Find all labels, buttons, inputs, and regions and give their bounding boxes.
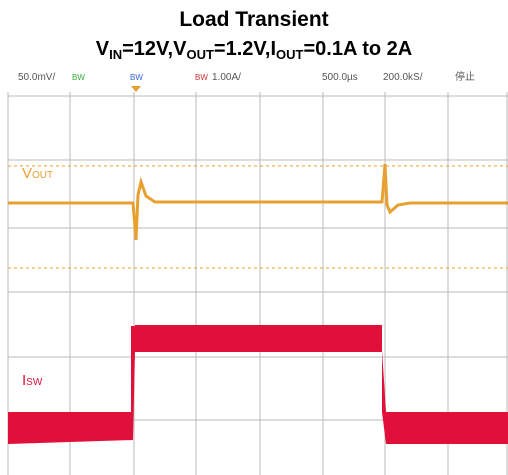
subtitle-part: IN [109, 47, 122, 62]
subtitle-part: =1.2V,I [214, 38, 276, 60]
readout: BW [72, 73, 85, 82]
trace-label-part: SW [26, 377, 43, 388]
title: Load Transient [179, 8, 328, 31]
readout: 1.00A/ [212, 72, 241, 83]
trace-label: VOUT [22, 165, 53, 182]
isw-trace [8, 325, 508, 444]
readout: 500.0µs [322, 72, 358, 83]
readouts: 50.0mV/ BW BW BW 1.00A/ 500.0µs 200.0kS/… [18, 70, 475, 83]
trace-label: ISW [22, 372, 43, 389]
trace-label-part: I [22, 372, 26, 389]
trace-label-part: OUT [32, 170, 53, 181]
subtitle: VIN=12V,VOUT=1.2V,IOUT=0.1A to 2A [96, 38, 412, 62]
grid [7, 92, 508, 475]
subtitle-part: V [96, 38, 110, 60]
subtitle-part: OUT [276, 47, 304, 62]
vout-trace [8, 163, 508, 241]
readout: BW [195, 73, 208, 82]
readout: 200.0kS/ [383, 72, 423, 83]
subtitle-part: =0.1A to 2A [303, 38, 412, 60]
subtitle-part: OUT [186, 47, 214, 62]
subtitle-part: =12V,V [122, 38, 187, 60]
trigger-marker [131, 86, 141, 92]
trace-label-part: V [22, 165, 32, 182]
readout: 50.0mV/ [18, 72, 55, 83]
readout: BW [130, 73, 143, 82]
readout: 停止 [455, 70, 475, 83]
